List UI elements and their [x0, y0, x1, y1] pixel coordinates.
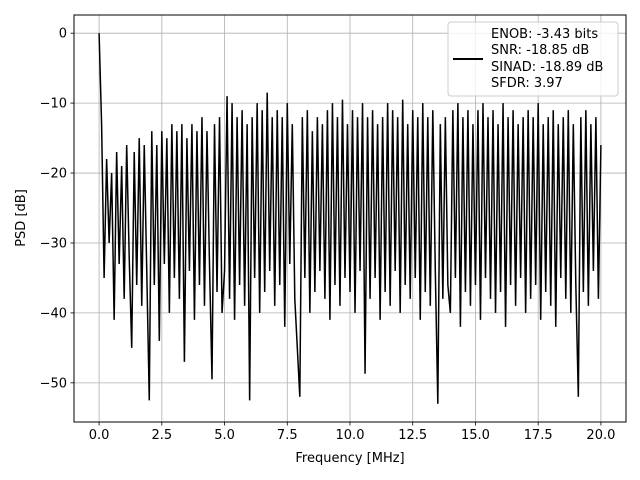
- x-tick-label: 20.0: [586, 428, 615, 443]
- plot-area: [98, 33, 602, 404]
- y-tick-label: −50: [40, 376, 67, 391]
- x-tick-label: 17.5: [524, 428, 553, 443]
- x-axis: 0.0 2.5 5.0 7.5 10.0 12.5 15.0 17.5 20.0: [89, 422, 615, 443]
- x-tick-label: 5.0: [214, 428, 235, 443]
- psd-series-line: [98, 33, 602, 404]
- x-axis-label: Frequency [MHz]: [295, 451, 404, 466]
- x-tick-label: 0.0: [89, 428, 110, 443]
- legend-entry-sfdr: SFDR: 3.97: [491, 76, 563, 91]
- legend-entry-sinad: SINAD: -18.89 dB: [491, 60, 603, 75]
- x-tick-label: 7.5: [277, 428, 298, 443]
- x-tick-label: 15.0: [461, 428, 490, 443]
- y-tick-label: 0: [59, 27, 67, 42]
- y-tick-label: −10: [40, 97, 67, 112]
- y-tick-label: −30: [40, 236, 67, 251]
- legend-entry-snr: SNR: -18.85 dB: [491, 43, 589, 58]
- y-tick-label: −40: [40, 306, 67, 321]
- y-axis: 0 −10 −20 −30 −40 −50: [40, 27, 74, 391]
- legend: ENOB: -3.43 bits SNR: -18.85 dB SINAD: -…: [447, 21, 619, 97]
- x-tick-label: 10.0: [336, 428, 365, 443]
- x-tick-label: 2.5: [151, 428, 172, 443]
- legend-box: [447, 21, 619, 97]
- legend-entry-enob: ENOB: -3.43 bits: [491, 27, 598, 42]
- y-axis-label: PSD [dB]: [14, 189, 29, 247]
- x-tick-label: 12.5: [398, 428, 427, 443]
- y-tick-label: −20: [40, 167, 67, 182]
